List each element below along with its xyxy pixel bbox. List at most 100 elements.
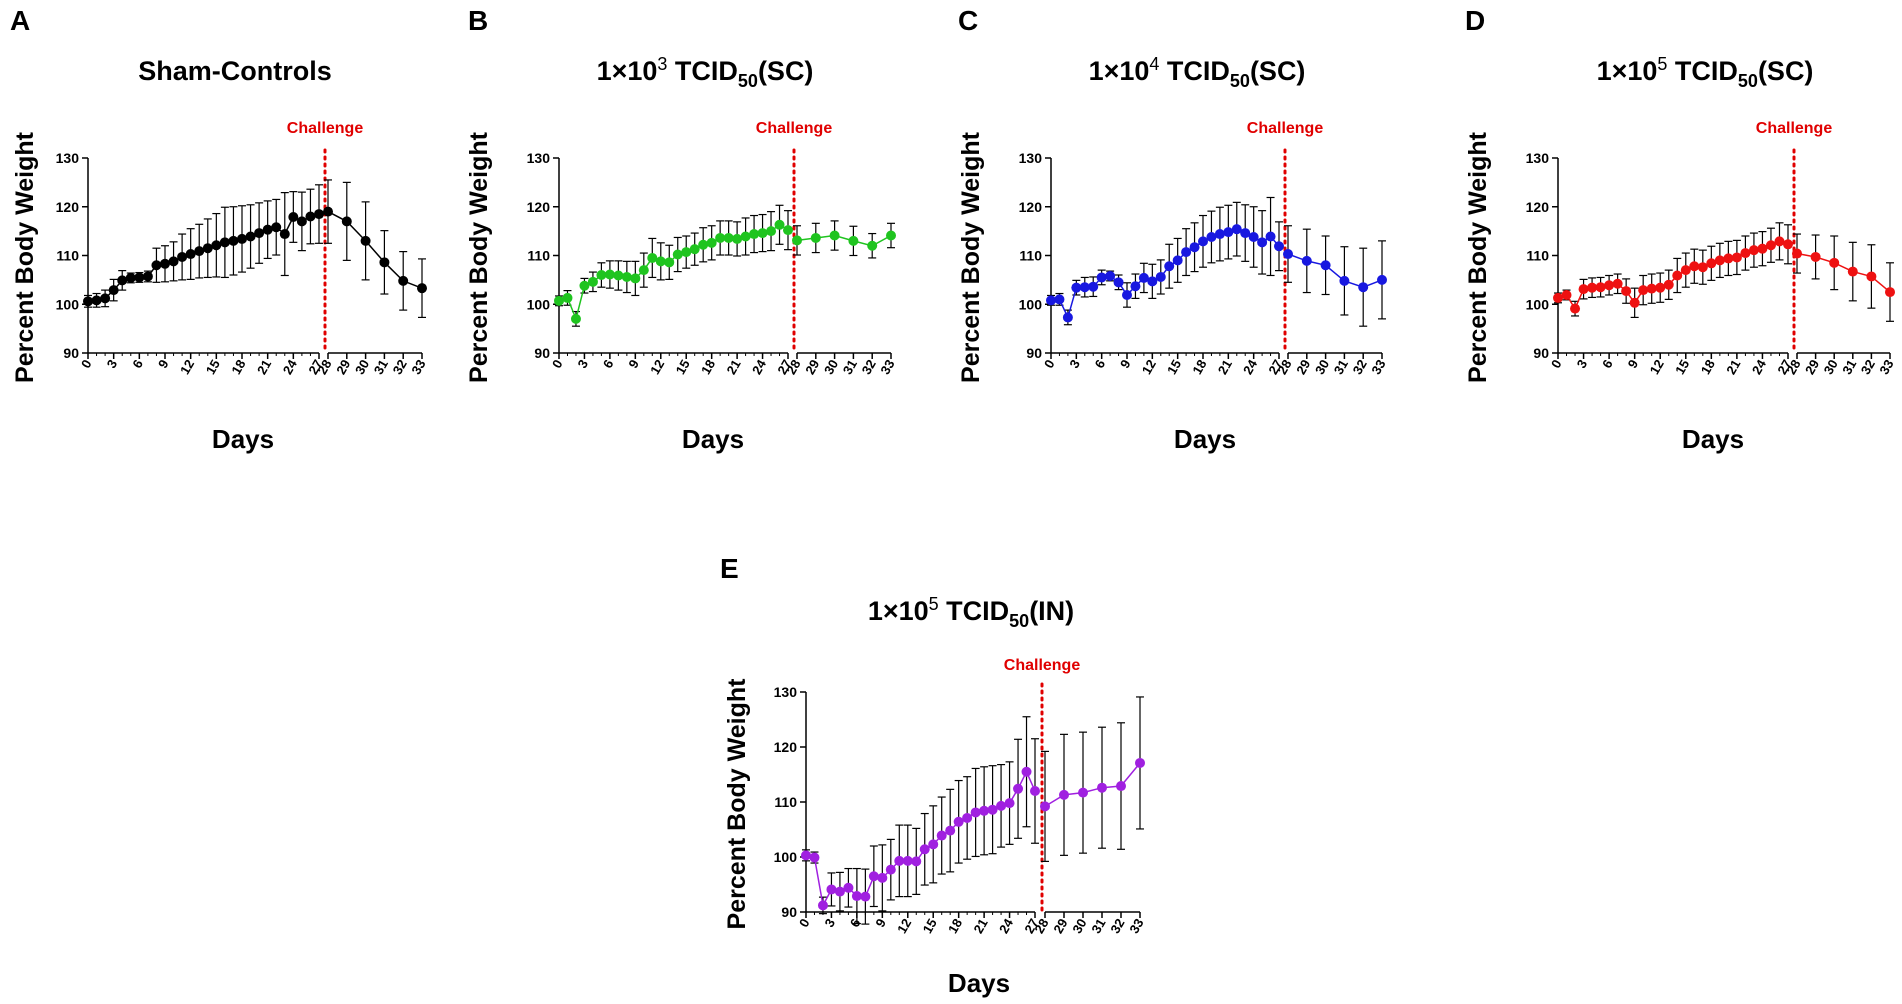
panel-label: B	[468, 5, 488, 36]
data-point	[177, 251, 188, 262]
data-point	[715, 232, 726, 243]
data-point	[1138, 272, 1149, 283]
x-axis-label: Days	[948, 968, 1010, 998]
data-point	[142, 271, 153, 282]
data-point	[740, 231, 751, 242]
data-point	[1697, 262, 1708, 273]
data-point	[1071, 282, 1082, 293]
data-point	[757, 228, 768, 239]
data-point	[1062, 312, 1073, 323]
x-tick-label: 29	[802, 357, 822, 377]
y-tick-label: 100	[1526, 296, 1550, 312]
challenge-label: Challenge	[1004, 657, 1081, 674]
data-point	[894, 855, 905, 866]
data-point	[1013, 783, 1024, 794]
y-tick-label: 100	[1019, 296, 1043, 312]
title-base: 1×10	[597, 56, 658, 86]
data-point	[1629, 297, 1640, 308]
data-point	[1274, 241, 1284, 252]
data-point	[945, 825, 956, 836]
data-point	[979, 805, 990, 816]
title-unit: TCID	[667, 56, 738, 86]
x-tick-label: 3	[1574, 357, 1591, 371]
x-tick-label: 30	[1821, 357, 1841, 377]
x-tick-label: 3	[104, 357, 121, 371]
x-tick-label: 21	[1215, 357, 1235, 377]
x-tick-label: 9	[625, 357, 642, 371]
data-point	[911, 856, 922, 867]
data-point	[1198, 236, 1208, 247]
x-tick-label: 0	[1548, 357, 1565, 371]
challenge-label: Challenge	[1756, 120, 1833, 137]
data-point	[1172, 255, 1183, 266]
series-pre-challenge	[801, 716, 1040, 925]
x-tick-label: 33	[1368, 357, 1388, 377]
x-tick-label: 6	[1599, 357, 1616, 371]
data-point	[783, 225, 793, 236]
x-tick-label: 15	[920, 916, 940, 936]
y-tick-label: 120	[56, 199, 80, 215]
data-point	[613, 270, 624, 281]
data-point	[254, 228, 265, 239]
data-point	[749, 229, 760, 240]
series-post-challenge	[1792, 233, 1895, 322]
y-tick-label: 90	[1026, 345, 1042, 361]
title-base: 1×10	[868, 596, 929, 626]
data-point	[1621, 286, 1632, 297]
data-point	[1113, 277, 1124, 288]
data-point	[970, 807, 981, 818]
data-point	[1265, 231, 1276, 242]
data-point	[1147, 276, 1158, 287]
data-point	[1240, 228, 1251, 239]
data-point	[151, 260, 162, 271]
x-tick-label: 0	[549, 357, 566, 371]
title-subscript: 50	[1230, 71, 1250, 91]
x-tick-label: 30	[1069, 916, 1089, 936]
data-point	[1570, 303, 1581, 314]
data-point	[885, 864, 896, 875]
data-point	[341, 216, 352, 227]
data-point	[1257, 237, 1268, 248]
panel-label: D	[1465, 5, 1485, 36]
x-tick-label: 24	[280, 356, 301, 377]
data-point	[83, 296, 93, 307]
data-point	[1748, 245, 1759, 256]
x-tick-label: 3	[1066, 357, 1083, 371]
series-post-challenge	[1040, 696, 1145, 863]
series-pre-challenge	[554, 204, 793, 327]
data-point	[1301, 255, 1312, 266]
series-post-challenge	[1283, 225, 1387, 327]
data-point	[902, 855, 913, 866]
data-point	[1054, 294, 1065, 305]
data-point	[698, 239, 709, 250]
title-unit: TCID	[1667, 56, 1738, 86]
challenge-label: Challenge	[287, 120, 364, 137]
x-axis-label: Days	[212, 424, 274, 454]
data-point	[1810, 251, 1821, 262]
data-point	[1096, 272, 1107, 283]
data-point	[360, 235, 371, 246]
x-tick-label: 29	[333, 357, 353, 377]
data-point	[219, 237, 230, 248]
data-point	[1046, 295, 1056, 306]
x-tick-label: 33	[877, 357, 897, 377]
data-point	[1079, 282, 1090, 293]
series-pre-challenge	[1046, 196, 1284, 326]
data-point	[1765, 240, 1776, 251]
y-tick-label: 100	[56, 296, 80, 312]
x-tick-label: 32	[859, 357, 879, 377]
data-point	[1655, 282, 1666, 293]
series-pre-challenge	[1553, 222, 1793, 319]
data-point	[1164, 261, 1175, 272]
y-tick-label: 120	[774, 739, 798, 755]
data-point	[91, 295, 102, 306]
data-point	[562, 292, 573, 303]
data-point	[296, 216, 307, 227]
data-point	[117, 275, 128, 286]
x-tick-label: 33	[408, 357, 428, 377]
title-route: (SC)	[1758, 56, 1814, 86]
data-point	[817, 900, 828, 911]
y-tick-label: 110	[1526, 248, 1549, 264]
data-point	[1105, 270, 1116, 281]
